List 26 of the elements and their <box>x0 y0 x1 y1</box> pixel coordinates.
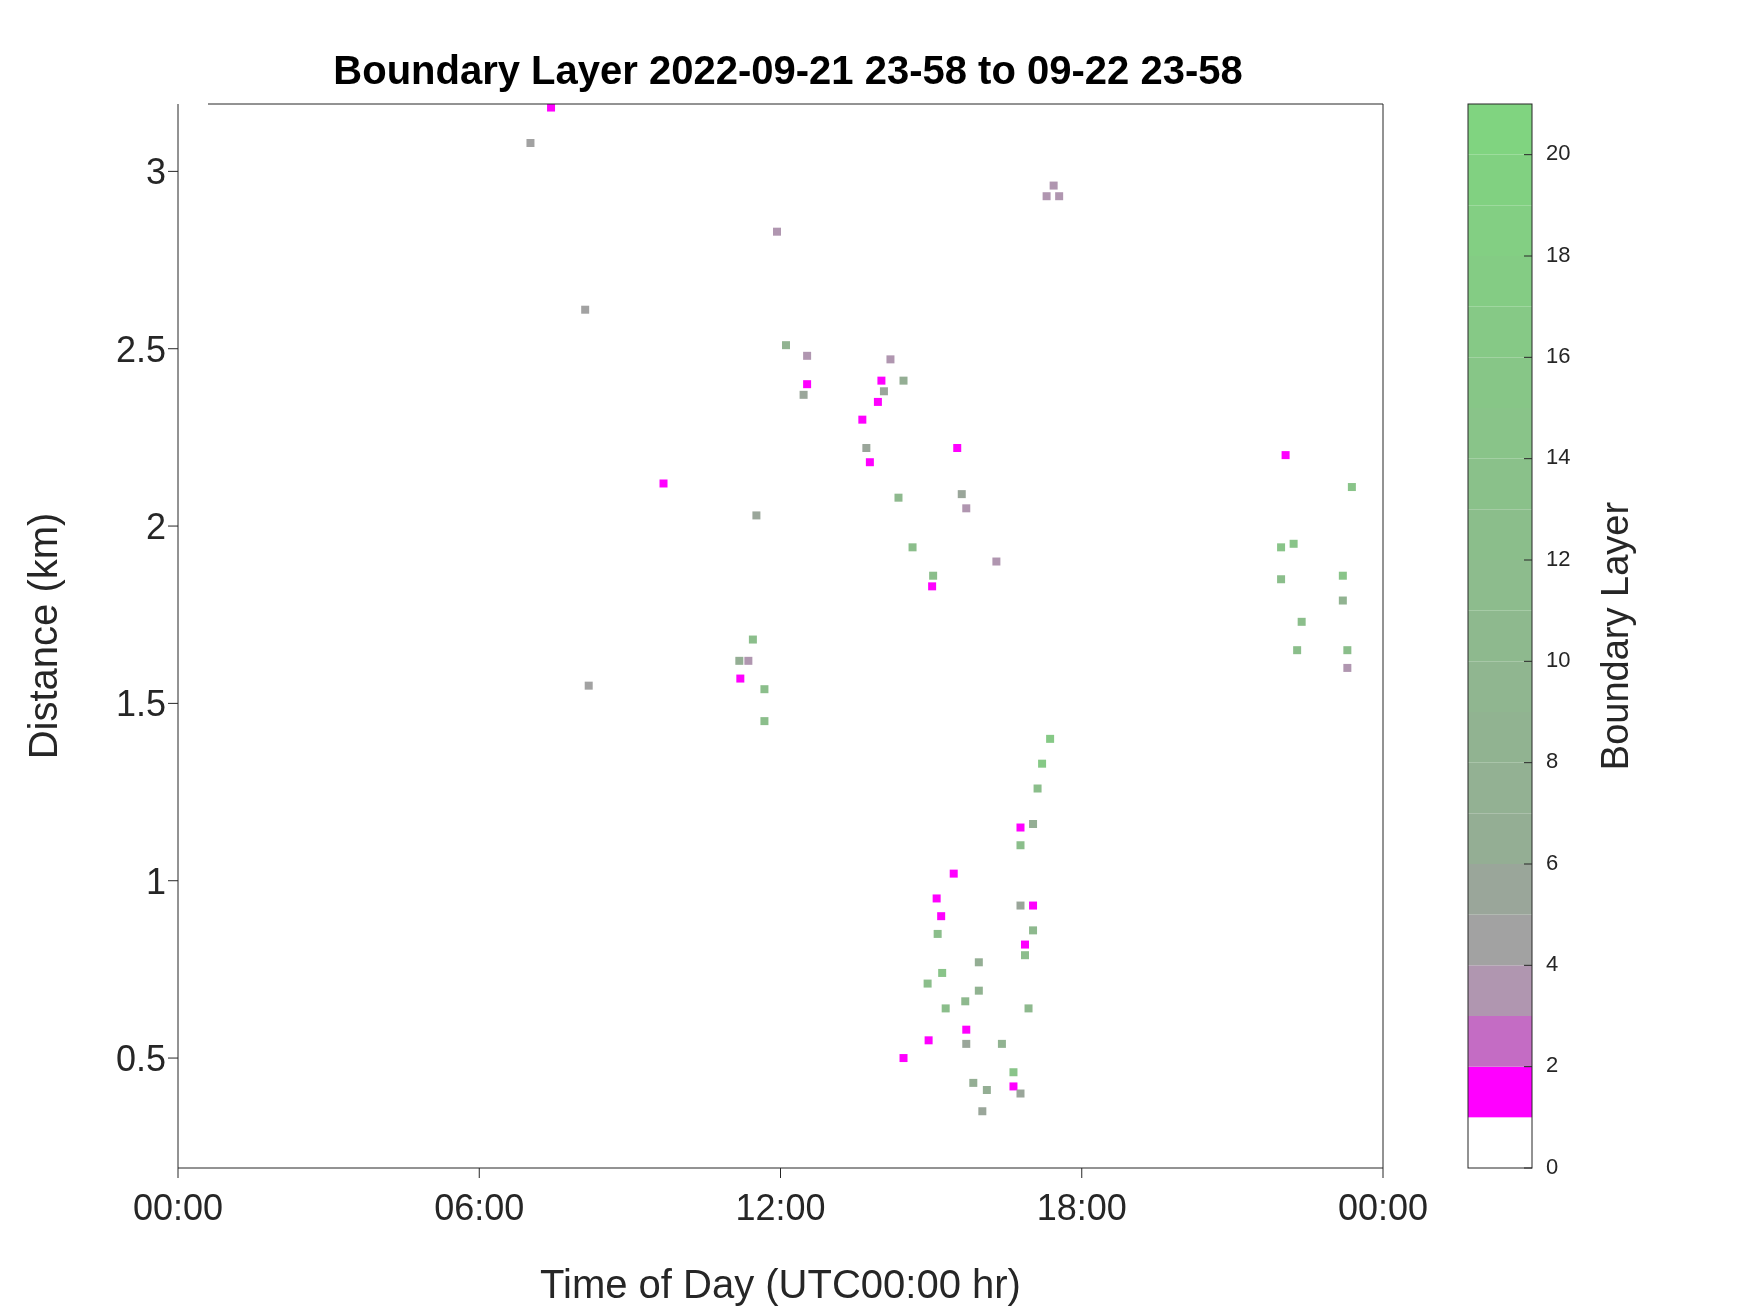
x-tick-label: 00:00 <box>132 1186 224 1228</box>
color-bar-label: 2 <box>1546 1052 1559 1078</box>
color-bar-label: 16 <box>1546 343 1571 369</box>
color-bar-label: 18 <box>1546 241 1571 267</box>
color-bar-title: Boundary Layer <box>1594 501 1636 771</box>
y-tick-label: 2.5 <box>115 328 166 370</box>
color-bar-label: 10 <box>1546 647 1571 673</box>
x-tick-label: 12:00 <box>735 1186 826 1228</box>
color-bar-label: 8 <box>1546 748 1559 774</box>
y-tick-label: 0.5 <box>115 1037 166 1079</box>
x-tick-label: 06:00 <box>434 1186 525 1228</box>
x-tick-label: 18:00 <box>1036 1186 1127 1228</box>
chart-title: Boundary Layer 2022-09-21 23-58 to 09-22 23-58 <box>332 48 1244 93</box>
y-tick-label: 2 <box>145 505 166 547</box>
y-tick-label: 1.5 <box>115 683 166 725</box>
y-axis-title: Distance (km) <box>21 512 66 760</box>
color-bar-label: 12 <box>1546 545 1571 571</box>
x-tick-label: 00:00 <box>1337 1186 1429 1228</box>
color-bar-label: 6 <box>1546 849 1559 875</box>
x-axis-title: Time of Day (UTC00:00 hr) <box>540 1262 1021 1306</box>
color-bar-label: 0 <box>1546 1153 1559 1179</box>
color-bar-label: 20 <box>1546 140 1571 166</box>
y-tick-label: 3 <box>145 151 166 193</box>
color-bar-label: 14 <box>1546 444 1571 470</box>
y-tick-label: 1 <box>145 860 166 902</box>
color-bar-label: 4 <box>1546 951 1559 977</box>
